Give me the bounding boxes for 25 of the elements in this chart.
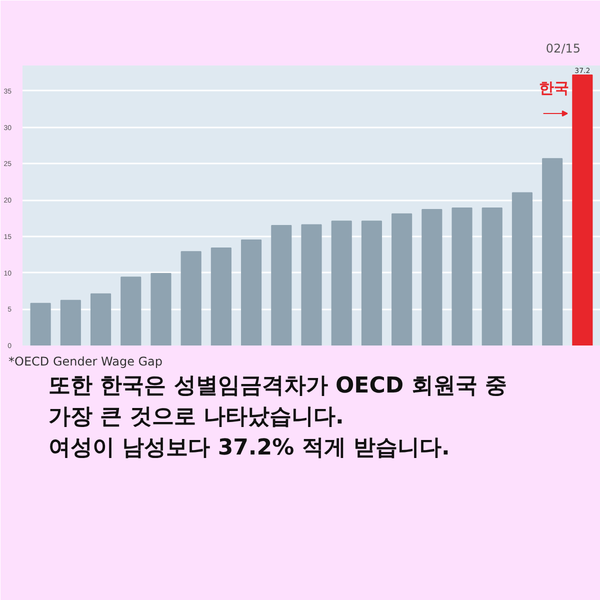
text: 여성이 남성보다 37.2% 적게 받습니다. xyxy=(48,436,450,460)
bar xyxy=(482,208,502,346)
bar xyxy=(542,158,563,346)
bar xyxy=(210,248,232,346)
bar xyxy=(241,240,262,346)
bar xyxy=(30,302,51,346)
bar xyxy=(572,74,593,346)
bar xyxy=(180,251,202,346)
bar xyxy=(90,293,112,346)
bar xyxy=(150,273,172,346)
bar xyxy=(331,220,352,346)
bar xyxy=(452,208,472,346)
text: 02/15 xyxy=(546,42,581,56)
bar xyxy=(301,224,322,346)
bar xyxy=(361,220,382,346)
annotation: 한국 xyxy=(538,78,569,97)
bar xyxy=(120,276,142,346)
text: *OECD Gender Wage Gap xyxy=(8,354,163,368)
text: 또한 한국은 성별임금격차가 OECD 회원국 중 xyxy=(48,374,507,398)
bar xyxy=(392,213,412,346)
text: 가장 큰 것으로 나타났습니다. xyxy=(48,404,344,430)
bar xyxy=(60,300,81,346)
bar xyxy=(271,225,292,346)
bar xyxy=(512,192,533,346)
bar xyxy=(422,209,442,346)
